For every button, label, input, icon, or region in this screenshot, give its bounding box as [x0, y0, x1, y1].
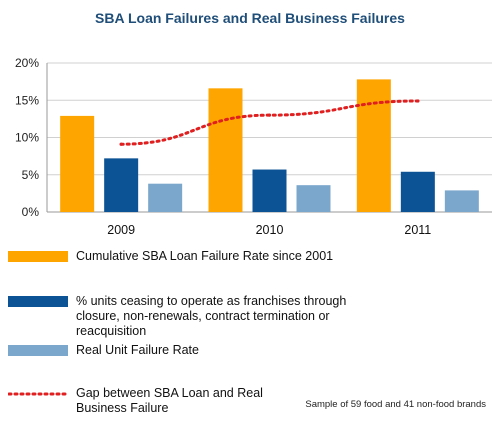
- legend-label-real-unit-failure: Real Unit Failure Rate: [76, 343, 199, 357]
- x-axis: 2009 2010 2011: [107, 223, 431, 237]
- x-tick-label-2011: 2011: [404, 223, 431, 237]
- y-tick-label: 20%: [15, 56, 39, 70]
- legend-swatch-dark-blue: [8, 296, 68, 307]
- legend-item-units-ceasing: % units ceasing to operate as franchises…: [8, 294, 376, 339]
- y-tick-label: 5%: [22, 168, 40, 182]
- legend-item-gap-line: Gap between SBA Loan and Real Business F…: [8, 386, 276, 416]
- legend-label-units-ceasing: % units ceasing to operate as franchises…: [76, 294, 347, 338]
- x-tick-label-2010: 2010: [256, 223, 284, 237]
- bars: [60, 79, 479, 212]
- legend-swatch-orange: [8, 251, 68, 262]
- y-tick-label: 15%: [15, 93, 39, 107]
- bar-2010-series-0: [208, 88, 243, 212]
- bar-2011-series-0: [356, 79, 391, 212]
- legend-label-sba-loan-failure: Cumulative SBA Loan Failure Rate since 2…: [76, 249, 334, 263]
- legend-swatch-red-dotted: [8, 392, 68, 396]
- y-axis: 0% 5% 10% 15% 20%: [15, 56, 39, 219]
- bar-2010-series-2: [296, 185, 331, 212]
- bar-2011-series-1: [400, 171, 435, 212]
- bar-2009-series-1: [104, 158, 139, 212]
- bar-2009-series-0: [60, 115, 95, 212]
- x-tick-label-2009: 2009: [107, 223, 135, 237]
- gap-line-layer: [119, 99, 420, 146]
- y-tick-label: 0%: [22, 205, 40, 219]
- gap-line-point-2010: [267, 113, 272, 117]
- bar-2010-series-1: [252, 169, 287, 212]
- gap-line-point-2011: [416, 99, 420, 103]
- y-tick-label: 10%: [15, 131, 39, 145]
- legend-swatch-light-blue: [8, 345, 68, 356]
- chart-title: SBA Loan Failures and Real Business Fail…: [95, 10, 405, 26]
- legend-item-sba-loan-failure: Cumulative SBA Loan Failure Rate since 2…: [8, 249, 376, 264]
- bar-2009-series-2: [148, 183, 183, 212]
- legend-item-real-unit-failure: Real Unit Failure Rate: [8, 343, 376, 358]
- gap-line-point-2009: [119, 142, 123, 146]
- bar-2011-series-2: [444, 190, 479, 212]
- legend-label-gap-line: Gap between SBA Loan and Real Business F…: [76, 386, 263, 415]
- footnote: Sample of 59 food and 41 non-food brands: [305, 399, 486, 410]
